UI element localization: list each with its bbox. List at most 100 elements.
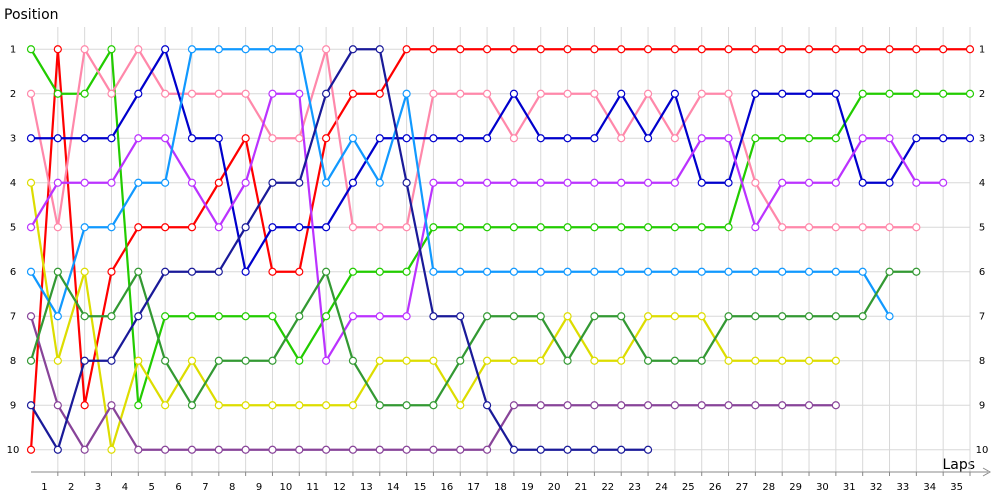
series-point	[429, 312, 438, 321]
y-tick-label: 7	[10, 311, 16, 322]
series-point	[724, 89, 733, 98]
series-point	[402, 401, 411, 410]
series-point	[697, 45, 706, 54]
series-point	[107, 356, 116, 365]
series-point	[214, 89, 223, 98]
series-point	[778, 356, 787, 365]
series-point	[563, 223, 572, 232]
series-point	[26, 445, 36, 454]
series-point	[804, 267, 814, 276]
series-point	[590, 356, 599, 365]
series-point	[322, 356, 331, 365]
series-point	[885, 312, 894, 321]
series-point	[697, 178, 706, 187]
series-point	[858, 223, 867, 232]
series-point	[53, 89, 62, 98]
series-point	[241, 445, 250, 454]
series-point	[804, 89, 814, 98]
series-point	[268, 312, 277, 321]
x-tick-label: 31	[843, 482, 856, 493]
series-point	[161, 356, 170, 365]
series-point	[429, 401, 438, 410]
x-tick-label: 20	[548, 482, 561, 493]
series-point	[804, 134, 814, 143]
series-point	[241, 89, 250, 98]
y-tick-label-right: 2	[979, 89, 985, 100]
series-point	[187, 312, 197, 321]
series-point	[751, 134, 760, 143]
x-tick-label: 33	[897, 482, 910, 493]
series-point	[295, 401, 304, 410]
series-line	[30, 48, 649, 451]
series-point	[53, 134, 62, 143]
series-point	[268, 178, 277, 187]
y-tick-label: 6	[10, 267, 16, 278]
series-point	[456, 223, 465, 232]
y-tick-label: 3	[10, 133, 16, 144]
series-point	[161, 89, 170, 98]
series-point	[107, 45, 116, 54]
series-point	[724, 45, 733, 54]
series-point	[107, 89, 116, 98]
series-point	[322, 89, 331, 98]
x-tick-label: 11	[306, 482, 319, 493]
series-point	[161, 267, 170, 276]
series-point	[295, 89, 304, 98]
series-point	[402, 223, 411, 232]
y-tick-label-right: 9	[979, 400, 985, 411]
x-tick-label: 8	[229, 482, 235, 493]
series-point	[429, 267, 438, 276]
series-point	[590, 45, 599, 54]
series-point	[509, 445, 519, 454]
series-point	[322, 445, 331, 454]
series-point	[107, 312, 116, 321]
series-point	[697, 401, 706, 410]
series-point	[402, 134, 411, 143]
series-point	[134, 267, 143, 276]
series-point	[885, 223, 894, 232]
series-point	[617, 134, 626, 143]
series-point	[187, 134, 197, 143]
series-point	[885, 134, 894, 143]
series-point	[214, 178, 223, 187]
x-tick-label: 24	[655, 482, 668, 493]
series-point	[26, 45, 36, 54]
series-point	[751, 401, 760, 410]
axes	[31, 467, 992, 477]
series-point	[348, 134, 358, 143]
series-point	[670, 312, 679, 321]
series-point	[912, 267, 921, 276]
series-point	[348, 45, 358, 54]
series-point	[536, 45, 545, 54]
series-point	[858, 134, 867, 143]
series-point	[590, 89, 599, 98]
series-point	[348, 89, 358, 98]
series-point	[429, 178, 438, 187]
x-tick-label: 25	[682, 482, 695, 493]
series-point	[26, 401, 36, 410]
series-point	[724, 401, 733, 410]
series-point	[26, 89, 36, 98]
series-point	[456, 89, 465, 98]
series-point	[53, 223, 62, 232]
x-tick-label: 2	[68, 482, 74, 493]
series-point	[670, 267, 679, 276]
x-tick-label: 18	[494, 482, 507, 493]
series-point	[509, 134, 519, 143]
series-point	[858, 89, 867, 98]
series-point	[187, 267, 197, 276]
series-point	[482, 445, 492, 454]
series-point	[670, 356, 679, 365]
series-point	[563, 267, 572, 276]
x-axis-title: Laps	[942, 457, 975, 473]
y-tick-label: 9	[10, 400, 16, 411]
series-point	[536, 445, 545, 454]
series-point	[804, 312, 814, 321]
series-point	[831, 356, 840, 365]
series-point	[536, 89, 545, 98]
series-point	[563, 312, 572, 321]
series-point	[617, 45, 626, 54]
series-point	[778, 401, 787, 410]
series-point	[751, 267, 760, 276]
